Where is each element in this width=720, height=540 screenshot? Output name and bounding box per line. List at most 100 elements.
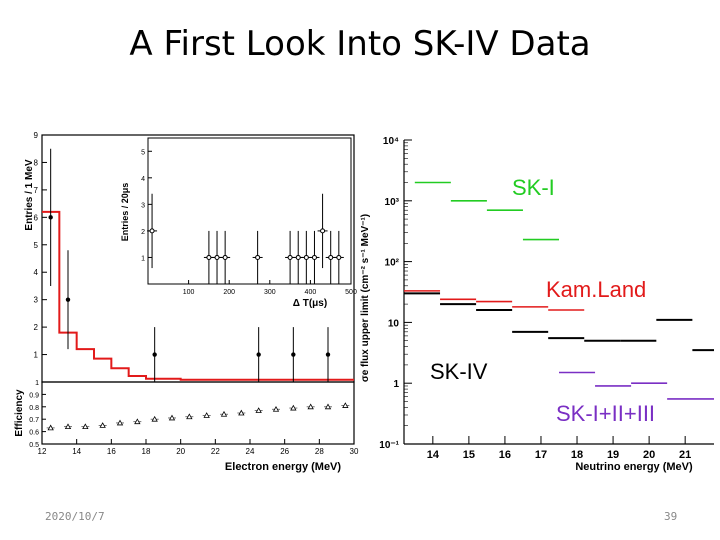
inset-point xyxy=(255,254,261,260)
inset-point xyxy=(206,254,212,260)
left-main-ytick-label: 6 xyxy=(34,213,39,222)
eff-point xyxy=(168,414,176,421)
left-main-ytick-label: 2 xyxy=(34,323,39,332)
left-main-ylabel: Entries / 1 MeV xyxy=(24,159,35,230)
eff-xtick-label: 22 xyxy=(211,447,220,456)
inset-point xyxy=(328,254,334,260)
left-main-data-points xyxy=(48,148,331,382)
left-main-ytick-label: 9 xyxy=(34,131,39,140)
left-main-y-ticks: 1 2 3 4 5 6 7 8 9 xyxy=(34,131,47,360)
inset-xtick-label: 100 xyxy=(183,289,195,296)
inset-point xyxy=(222,254,228,260)
eff-point xyxy=(134,418,141,425)
right-axes: 10⁻¹ 1 10 10² 10³ 10⁴ 14 15 16 17 18 19 20 21 xyxy=(379,136,714,461)
right-xtick-label: 15 xyxy=(463,449,475,461)
left-main-ytick-label: 8 xyxy=(34,158,39,167)
right-ytick-label: 10⁴ xyxy=(383,136,399,147)
eff-point xyxy=(186,413,193,420)
right-ytick-label: 10⁻¹ xyxy=(379,440,399,451)
eff-xtick-label: 30 xyxy=(350,447,359,456)
left-main-ytick-label: 1 xyxy=(34,351,39,360)
inset-ytick-label: 3 xyxy=(141,202,145,209)
annotation-sk-i-ii-iii: SK-I+II+III xyxy=(556,401,655,426)
eff-xtick-label: 14 xyxy=(72,447,81,456)
slide-page-number: 39 xyxy=(664,510,678,523)
efficiency-frame xyxy=(41,381,355,445)
inset-point xyxy=(320,228,326,234)
eff-ytick-label: 1 xyxy=(35,380,39,387)
right-xtick-label: 14 xyxy=(427,449,440,461)
eff-point xyxy=(290,404,297,411)
right-xtick-label: 18 xyxy=(571,449,583,461)
efficiency-points xyxy=(46,402,350,431)
inset-point xyxy=(287,254,293,260)
eff-xtick-label: 26 xyxy=(280,447,289,456)
inset-ticks: 1 2 3 4 5 100 200 300 400 500 xyxy=(141,149,357,296)
eff-xtick-label: 18 xyxy=(142,447,151,456)
left-main-ytick-label: 3 xyxy=(34,296,39,305)
inset-point xyxy=(336,254,342,260)
eff-xtick-label: 28 xyxy=(315,447,324,456)
inset-data-points xyxy=(147,193,344,284)
right-xtick-label: 20 xyxy=(643,449,655,461)
inset-point xyxy=(149,228,155,234)
annotation-kamland: Kam.Land xyxy=(546,277,646,302)
eff-point xyxy=(220,410,228,417)
eff-point xyxy=(82,423,89,430)
efficiency-ylabel: Efficiency xyxy=(14,389,25,437)
inset-ytick-label: 4 xyxy=(141,176,145,183)
right-xlabel: Neutrino energy (MeV) xyxy=(575,461,693,473)
slide-date: 2020/10/7 xyxy=(45,510,105,523)
eff-ytick-label: 0.5 xyxy=(29,442,39,449)
left-main-ytick-label: 7 xyxy=(34,186,39,195)
right-xtick-label: 16 xyxy=(499,449,511,461)
data-point xyxy=(48,215,53,220)
data-point xyxy=(256,352,261,357)
eff-point xyxy=(116,419,124,426)
eff-xtick-label: 16 xyxy=(107,447,116,456)
inset-xtick-label: 300 xyxy=(264,289,276,296)
right-xtick-label: 17 xyxy=(535,449,547,461)
eff-point xyxy=(255,407,262,413)
eff-point xyxy=(99,422,106,428)
eff-point xyxy=(342,402,349,408)
inset-frame xyxy=(147,137,352,285)
inset-point xyxy=(295,254,301,260)
efficiency-ticks: 0.5 0.6 0.7 0.8 0.9 1 12 14 16 18 20 22 24 26 28 30 xyxy=(29,380,359,456)
eff-xtick-label: 20 xyxy=(176,447,185,456)
inset-xtick-label: 200 xyxy=(223,289,235,296)
inset-point xyxy=(214,254,220,260)
eff-point xyxy=(203,412,210,418)
right-xtick-label: 19 xyxy=(607,449,619,461)
annotation-sk-iv: SK-IV xyxy=(430,359,488,384)
inset-point xyxy=(311,254,317,260)
right-xtick-label: 21 xyxy=(679,449,691,461)
eff-point xyxy=(64,423,72,430)
right-series xyxy=(404,181,714,400)
eff-ytick-label: 0.7 xyxy=(29,417,39,424)
eff-point xyxy=(238,409,245,416)
right-ytick-label: 10² xyxy=(385,258,400,269)
inset-point xyxy=(303,254,309,260)
inset-ytick-label: 2 xyxy=(141,229,145,236)
efficiency-xlabel: Electron energy (MeV) xyxy=(225,461,341,473)
left-main-ytick-label: 5 xyxy=(34,241,39,250)
eff-point xyxy=(324,403,332,410)
data-point xyxy=(325,352,331,357)
annotation-sk-i: SK-I xyxy=(512,175,555,200)
right-ytick-label: 10³ xyxy=(385,197,400,208)
eff-point xyxy=(272,405,280,412)
data-point xyxy=(65,297,71,302)
eff-ytick-label: 0.6 xyxy=(29,430,39,437)
eff-point xyxy=(47,424,54,431)
slide-title: A First Look Into SK-IV Data xyxy=(129,24,591,64)
right-ytick-label: 10 xyxy=(388,318,400,329)
inset-xlabel: Δ T(μs) xyxy=(293,298,327,309)
eff-point xyxy=(307,403,314,410)
inset-xtick-label: 500 xyxy=(345,289,357,296)
inset-ytick-label: 1 xyxy=(141,255,145,262)
data-point xyxy=(291,352,296,357)
eff-point xyxy=(151,415,158,422)
eff-xtick-label: 12 xyxy=(38,447,47,456)
